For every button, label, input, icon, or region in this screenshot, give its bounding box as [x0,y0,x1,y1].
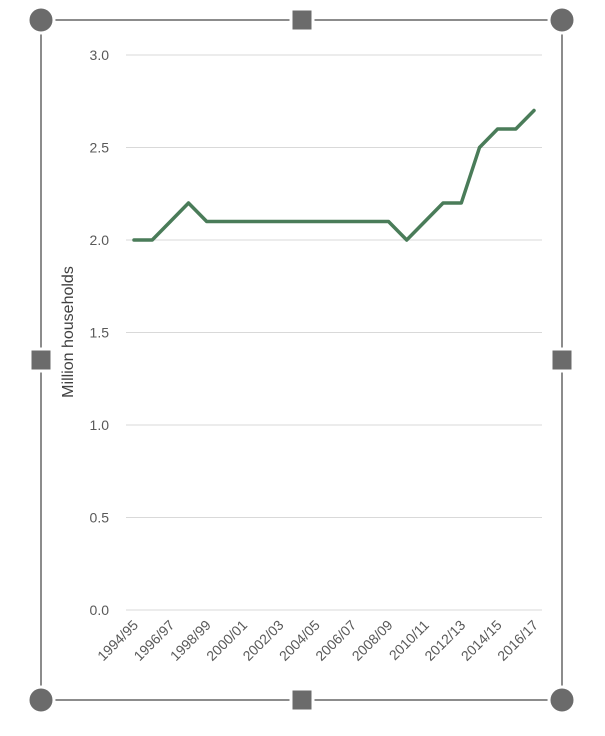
handle-top-right[interactable] [547,5,577,35]
data-point [496,127,500,131]
y-axis-ticks: 0.0 0.5 1.0 1.5 2.0 2.5 3.0 [90,47,110,618]
y-tick-label: 1.5 [90,325,110,341]
selection-frame [40,19,563,701]
resize-handles[interactable] [26,5,577,715]
gridlines [126,54,542,611]
data-point [278,220,281,223]
data-point [423,220,427,223]
data-point [168,220,172,223]
data-point [223,220,227,223]
y-tick-label: 0.0 [90,602,110,618]
series-group [132,108,536,242]
data-point [350,220,354,223]
data-point [514,127,518,131]
data-point [132,238,136,242]
y-tick-label: 3.0 [90,47,110,63]
data-point [441,201,445,205]
y-axis-label: Million households [60,266,77,398]
y-tick-label: 2.5 [90,140,110,156]
data-point [532,109,536,112]
x-axis-ticks: 1994/951996/971998/992000/012002/032004/… [94,617,541,664]
y-tick-label: 2.0 [90,232,110,248]
x-tick-label: 2008/09 [349,617,396,664]
x-tick-label: 2016/17 [494,617,541,664]
data-point [296,220,300,223]
handle-top-left[interactable] [26,5,56,35]
data-point [314,220,318,223]
handle-middle-right[interactable] [549,347,575,373]
handle-bottom-left[interactable] [26,685,56,715]
handle-bottom-middle[interactable] [289,687,315,713]
data-point [332,220,336,223]
handle-bottom-right[interactable] [547,685,577,715]
y-tick-label: 0.5 [90,510,110,526]
y-tick-label: 1.0 [90,417,110,433]
data-point [205,220,209,223]
data-point [241,220,245,223]
data-point [150,238,154,242]
data-point [405,238,409,242]
data-point [387,220,390,223]
data-point [459,201,463,205]
data-point [187,201,190,205]
handle-top-middle[interactable] [289,7,315,33]
data-point [368,220,372,223]
handle-middle-left[interactable] [28,347,54,373]
data-point [478,146,481,149]
data-point [259,220,263,223]
